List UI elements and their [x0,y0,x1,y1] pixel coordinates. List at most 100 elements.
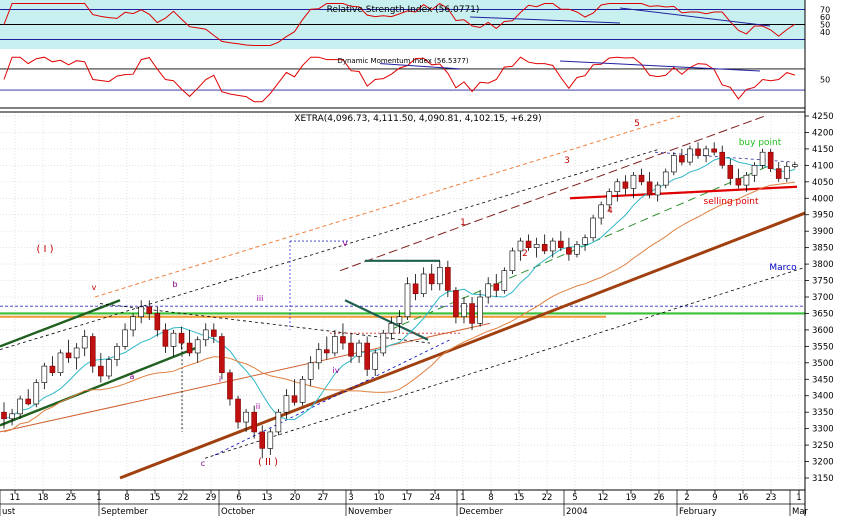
x-tick-label: 5 [572,493,577,503]
candle-down [259,431,266,449]
candle-up [574,244,580,255]
month-label: Mar [792,507,809,516]
candle-up [420,273,427,295]
candle-down [558,240,564,248]
candle-down [646,181,653,196]
annotation-label: v [92,283,97,292]
candle-up [590,217,596,239]
y-tick-label: 3450 [812,375,834,385]
candle-down [178,332,185,344]
month-label: September [101,507,148,516]
candle-up [404,283,411,318]
y-tick-label: 3400 [812,392,834,402]
x-tick-label: 3 [348,493,353,503]
x-tick-label: 24 [430,493,441,503]
trendline [119,211,806,480]
candle-down [453,290,459,318]
candle-down [412,283,419,295]
candle-up [703,148,709,156]
x-tick-label: 17 [402,493,413,503]
month-label: ust [2,507,16,516]
candle-down [711,148,717,153]
annotation-label: c [201,459,205,468]
y-tick-label: 4200 [812,128,834,138]
candle-down [98,365,104,377]
candle-up [436,267,443,285]
x-axis-background [0,490,805,516]
candle-up [388,323,395,334]
candle-up [662,171,669,186]
candle-up [122,329,128,347]
annotation-label: selling point [704,197,759,207]
x-tick-label: 12 [598,493,609,503]
candle-down [49,365,56,373]
annotation-label: 5 [634,119,640,129]
candle-up [73,347,80,359]
price-panel-background [0,112,805,490]
y-tick-label: 3550 [812,342,834,352]
candle-up [598,204,604,219]
candle-up [396,316,403,324]
y-tick-label: 3750 [812,277,834,287]
x-tick-label: 8 [124,493,129,503]
candle-down [162,329,169,347]
candle-up [307,362,314,380]
x-tick-label: 10 [374,493,385,503]
candle-up [283,395,290,413]
trendline [0,148,661,351]
candle-down [719,151,726,166]
dmi-divergence-line [379,63,461,70]
trendline [339,115,766,272]
y-tick-label: 3900 [812,227,834,237]
annotation-label: 1 [460,218,466,228]
x-tick-label: 1 [460,493,465,503]
x-tick-label: 23 [766,493,777,503]
candle-down [154,313,161,331]
x-tick-label: 22 [542,493,553,503]
x-tick-label: 18 [38,493,49,503]
x-tick-label: 27 [318,493,329,503]
candles [1,142,798,459]
candle-down [348,342,354,357]
dmi-line [3,56,796,103]
y-tick-label: 4000 [812,194,834,204]
candle-up [477,296,483,324]
annotation-label: 4 [607,206,613,216]
candle-up [759,151,766,166]
candle-down [89,336,96,367]
x-tick-label: 13 [262,493,273,503]
candle-up [81,336,88,349]
candle-up [243,411,249,423]
y-tick-label: 3800 [812,260,834,270]
y-tick-label: 4050 [812,178,834,188]
x-tick-label: 16 [738,493,749,503]
candle-up [517,240,524,252]
y-tick-label: 3500 [812,359,834,369]
candle-down [445,267,451,291]
candle-up [33,382,40,405]
candle-up [509,250,516,271]
annotation-label: ( I ) [36,244,53,255]
candle-up [130,316,136,331]
month-label: December [459,507,504,516]
candle-down [428,273,435,285]
y-tick-label: 3950 [812,211,834,221]
dmi-panel-background [0,51,805,108]
candle-down [186,342,193,354]
candle-down [227,372,233,400]
annotation-label: b [172,280,177,289]
x-tick-label: 22 [178,493,189,503]
annotation-label: ii [256,402,260,411]
y-axis-background [805,0,849,516]
rsi-divergence-line [619,7,771,27]
trendlines [0,115,806,480]
trendline [0,322,491,433]
y-tick-label: 3600 [812,326,834,336]
candle-down [251,411,257,433]
annotation-label: v [343,239,348,248]
candle-down [541,244,548,252]
moving-average-long [3,181,795,433]
x-tick-label: 25 [66,493,77,503]
